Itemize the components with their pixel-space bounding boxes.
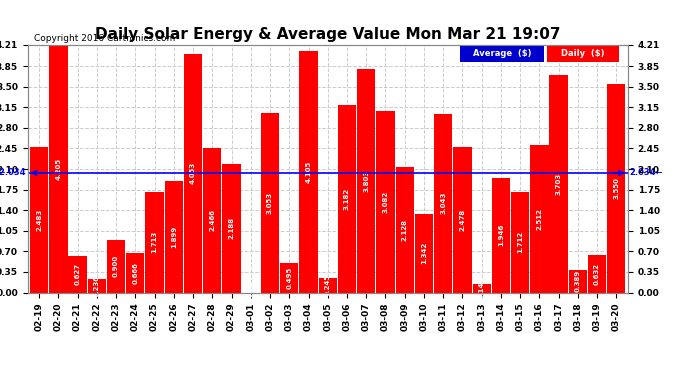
- Bar: [511, 192, 529, 292]
- Bar: [88, 279, 106, 292]
- Text: 1.946: 1.946: [498, 224, 504, 246]
- Text: 2.466: 2.466: [209, 209, 215, 231]
- Text: 3.053: 3.053: [267, 192, 273, 214]
- Text: →2.034: →2.034: [0, 168, 26, 177]
- Text: 2.188: 2.188: [228, 217, 235, 239]
- Text: 2.478: 2.478: [460, 209, 466, 231]
- Bar: [588, 255, 607, 292]
- Text: Average  ($): Average ($): [473, 49, 531, 58]
- Bar: [319, 278, 337, 292]
- Text: 1.342: 1.342: [421, 242, 427, 264]
- Bar: [434, 114, 453, 292]
- Bar: [492, 178, 510, 292]
- Text: 0.236: 0.236: [94, 274, 100, 297]
- Text: 0.146: 0.146: [479, 277, 484, 299]
- Bar: [280, 263, 298, 292]
- Text: 1.713: 1.713: [152, 231, 157, 253]
- Bar: [30, 147, 48, 292]
- Text: 3.082: 3.082: [382, 191, 388, 213]
- Text: Copyright 2016 Cartronics.com: Copyright 2016 Cartronics.com: [34, 33, 175, 42]
- Text: 2.034←: 2.034←: [630, 168, 663, 177]
- Text: 3.803: 3.803: [363, 170, 369, 192]
- Bar: [395, 167, 414, 292]
- Text: Daily  ($): Daily ($): [561, 49, 604, 58]
- Text: 0.632: 0.632: [594, 263, 600, 285]
- Bar: [107, 240, 126, 292]
- Bar: [607, 84, 626, 292]
- Bar: [261, 113, 279, 292]
- Bar: [530, 145, 549, 292]
- Title: Daily Solar Energy & Average Value Mon Mar 21 19:07: Daily Solar Energy & Average Value Mon M…: [95, 27, 560, 42]
- Text: 0.666: 0.666: [132, 262, 139, 284]
- Bar: [146, 192, 164, 292]
- Bar: [453, 147, 471, 292]
- Text: 0.627: 0.627: [75, 263, 81, 285]
- Text: 1.899: 1.899: [171, 225, 177, 248]
- Bar: [299, 51, 317, 292]
- Bar: [376, 111, 395, 292]
- Text: 1.712: 1.712: [517, 231, 523, 253]
- Bar: [415, 214, 433, 292]
- Text: 0.495: 0.495: [286, 267, 293, 289]
- Bar: [165, 181, 183, 292]
- Text: 0.389: 0.389: [575, 270, 581, 292]
- Text: 3.550: 3.550: [613, 177, 620, 199]
- Bar: [338, 105, 356, 292]
- Text: 2.128: 2.128: [402, 219, 408, 241]
- Text: 3.043: 3.043: [440, 192, 446, 214]
- Bar: [203, 147, 221, 292]
- Text: 4.205: 4.205: [55, 158, 61, 180]
- FancyBboxPatch shape: [460, 45, 544, 62]
- Bar: [549, 75, 568, 292]
- Text: 4.105: 4.105: [306, 161, 311, 183]
- Text: 3.182: 3.182: [344, 188, 350, 210]
- Bar: [357, 69, 375, 292]
- Text: 0.245: 0.245: [325, 274, 331, 296]
- Text: 0.000: 0.000: [248, 281, 254, 304]
- Text: 2.512: 2.512: [536, 208, 542, 230]
- Bar: [222, 164, 241, 292]
- Bar: [184, 54, 202, 292]
- Text: 2.483: 2.483: [36, 209, 42, 231]
- Bar: [126, 254, 144, 292]
- Bar: [473, 284, 491, 292]
- Text: 3.703: 3.703: [555, 172, 562, 195]
- Bar: [49, 45, 68, 292]
- Text: 0.900: 0.900: [113, 255, 119, 277]
- Bar: [569, 270, 587, 292]
- Bar: [68, 256, 87, 292]
- Text: 4.053: 4.053: [190, 162, 196, 184]
- FancyBboxPatch shape: [547, 45, 619, 62]
